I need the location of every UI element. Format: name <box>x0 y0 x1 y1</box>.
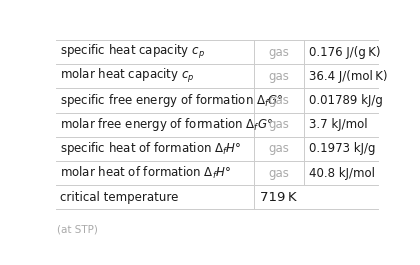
Text: gas: gas <box>268 166 289 179</box>
Text: 0.1973 kJ/g: 0.1973 kJ/g <box>309 142 375 155</box>
Text: molar heat of formation $\Delta_f H°$: molar heat of formation $\Delta_f H°$ <box>60 165 231 181</box>
Text: specific free energy of formation $\Delta_f G°$: specific free energy of formation $\Delt… <box>60 92 283 109</box>
Text: gas: gas <box>268 118 289 131</box>
Text: 719 K: 719 K <box>260 191 297 204</box>
Text: gas: gas <box>268 46 289 59</box>
Text: 0.01789 kJ/g: 0.01789 kJ/g <box>309 94 383 107</box>
Text: gas: gas <box>268 142 289 155</box>
Text: 40.8 kJ/mol: 40.8 kJ/mol <box>309 166 375 179</box>
Text: molar heat capacity $c_p$: molar heat capacity $c_p$ <box>60 67 194 85</box>
Text: 3.7 kJ/mol: 3.7 kJ/mol <box>309 118 368 131</box>
Text: 0.176 J/(g K): 0.176 J/(g K) <box>309 46 380 59</box>
Text: gas: gas <box>268 94 289 107</box>
Text: specific heat capacity $c_p$: specific heat capacity $c_p$ <box>60 43 205 61</box>
Text: specific heat of formation $\Delta_f H°$: specific heat of formation $\Delta_f H°$ <box>60 140 241 157</box>
Text: gas: gas <box>268 70 289 83</box>
Text: 36.4 J/(mol K): 36.4 J/(mol K) <box>309 70 387 83</box>
Text: (at STP): (at STP) <box>58 225 98 235</box>
Text: critical temperature: critical temperature <box>60 191 178 204</box>
Text: molar free energy of formation $\Delta_f G°$: molar free energy of formation $\Delta_f… <box>60 116 273 133</box>
